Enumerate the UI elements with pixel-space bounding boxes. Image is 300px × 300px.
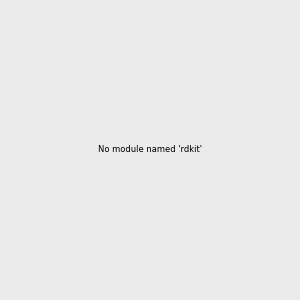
Text: No module named 'rdkit': No module named 'rdkit' [98, 146, 202, 154]
